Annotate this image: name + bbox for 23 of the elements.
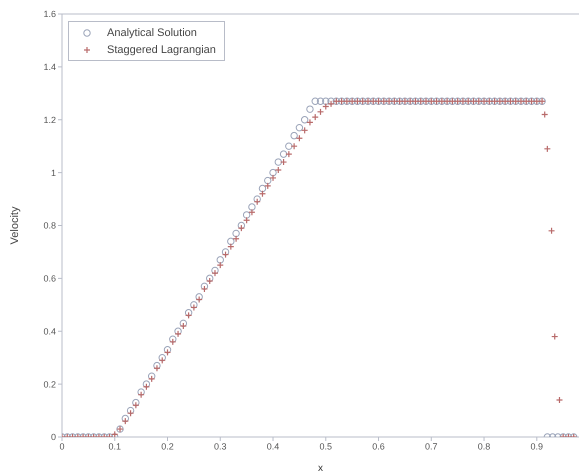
y-tick-label: 0.8 — [43, 220, 56, 231]
x-tick-label: 0.3 — [214, 441, 227, 452]
y-tick-label: 0.4 — [43, 326, 56, 336]
x-tick-label: 0.6 — [372, 441, 385, 452]
x-tick-label: 0.4 — [266, 441, 280, 452]
x-tick-label: 0 — [59, 441, 65, 452]
x-tick-label: 0.9 — [530, 441, 544, 452]
legend-label: Analytical Solution — [107, 26, 197, 38]
x-tick-label: 0.7 — [425, 441, 438, 452]
x-axis-title: x — [318, 463, 323, 473]
y-tick-label: 1.4 — [43, 62, 56, 72]
y-tick-label: 1 — [50, 168, 56, 178]
y-tick-label: 1.2 — [43, 114, 56, 125]
x-tick-label: 0.8 — [478, 441, 490, 452]
legend-label: Staggered Lagrangian — [107, 44, 216, 56]
x-tick-label: 0.5 — [320, 441, 332, 452]
y-tick-label: 0.6 — [43, 274, 56, 284]
y-tick-label: 0.2 — [43, 379, 56, 390]
y-axis-title: Velocity — [8, 206, 21, 244]
y-tick-label: 0 — [50, 432, 56, 442]
y-tick-label: 1.6 — [43, 9, 56, 20]
x-tick-label: 0.1 — [108, 441, 122, 452]
x-tick-label: 0.2 — [161, 441, 174, 452]
